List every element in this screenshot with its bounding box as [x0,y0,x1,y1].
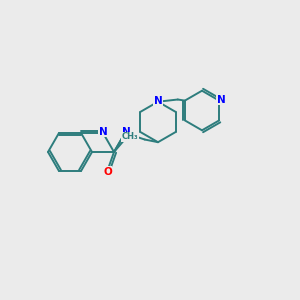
Text: O: O [103,167,112,177]
Text: N: N [122,127,130,137]
Text: N: N [99,127,107,137]
Text: CH₃: CH₃ [122,132,139,141]
Text: N: N [217,94,226,105]
Text: N: N [154,96,162,106]
